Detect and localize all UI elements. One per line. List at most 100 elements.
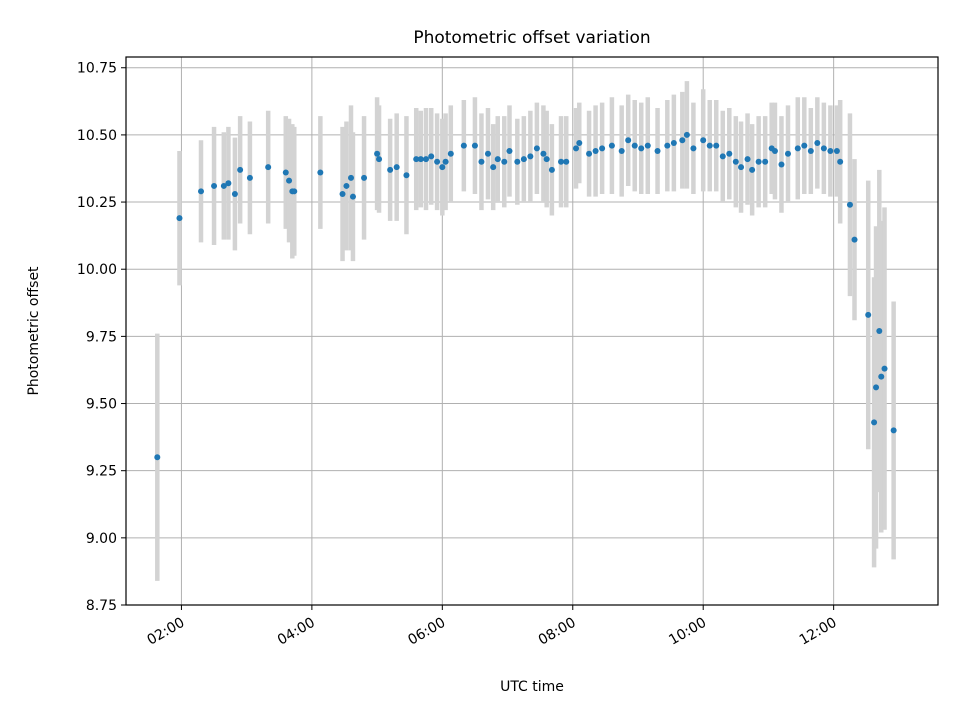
plot-area-frame	[125, 56, 939, 606]
data-point	[644, 142, 651, 149]
data-point	[246, 174, 253, 181]
data-point	[631, 142, 638, 149]
y-tick-label: 9.25	[86, 464, 117, 480]
data-point	[176, 215, 183, 222]
y-tick-label: 10.00	[77, 262, 117, 278]
data-point	[618, 148, 625, 155]
data-point	[447, 150, 454, 157]
data-point	[265, 164, 272, 171]
data-point	[540, 150, 547, 157]
data-point	[361, 174, 368, 181]
data-point	[471, 142, 478, 149]
data-point	[670, 139, 677, 146]
data-point	[664, 142, 671, 149]
data-point	[744, 156, 751, 163]
data-point	[442, 158, 449, 165]
data-point	[478, 158, 485, 165]
data-point	[599, 145, 606, 152]
data-point	[413, 156, 420, 163]
y-tick-label: 10.25	[77, 195, 117, 211]
data-point	[198, 188, 205, 195]
data-point	[732, 158, 739, 165]
data-point	[490, 164, 497, 171]
data-point	[890, 427, 897, 434]
data-point	[871, 419, 878, 426]
y-tick-label: 9.50	[86, 397, 117, 413]
data-point	[374, 150, 381, 157]
data-point	[291, 188, 298, 195]
data-point	[484, 150, 491, 157]
y-tick-label: 9.75	[86, 329, 117, 345]
data-point	[225, 180, 232, 187]
data-point	[592, 148, 599, 155]
data-point	[460, 142, 467, 149]
data-point	[543, 156, 550, 163]
y-tick-label: 8.75	[86, 598, 117, 614]
data-point	[282, 169, 289, 176]
data-point	[865, 311, 872, 318]
grid	[126, 57, 938, 606]
data-point	[876, 328, 883, 334]
data-point	[514, 158, 521, 165]
data-point	[608, 142, 615, 149]
data-point	[814, 139, 821, 146]
data-point	[794, 145, 801, 152]
data-point	[778, 161, 785, 168]
data-point	[837, 158, 844, 165]
data-point	[220, 182, 227, 189]
y-axis-label: Photometric offset	[26, 266, 42, 396]
y-tick-label: 9.00	[86, 531, 117, 547]
data-point	[317, 169, 324, 176]
data-point	[348, 174, 355, 181]
data-point	[520, 156, 527, 163]
data-point	[878, 373, 885, 380]
data-point	[231, 191, 238, 197]
data-point	[527, 153, 534, 160]
data-point	[801, 142, 808, 149]
data-point	[387, 166, 394, 173]
data-point	[771, 148, 778, 155]
data-point	[494, 156, 501, 163]
data-point	[576, 139, 583, 146]
data-point	[881, 365, 888, 372]
data-point	[683, 131, 690, 138]
data-point	[679, 137, 686, 144]
x-axis-label: UTC time	[500, 679, 564, 695]
data-point	[762, 158, 769, 165]
data-point	[654, 148, 661, 155]
data-point	[719, 153, 726, 160]
data-point	[533, 145, 540, 152]
y-tick-label: 10.50	[77, 128, 117, 144]
data-point	[393, 164, 400, 171]
data-point	[827, 148, 834, 155]
data-points	[154, 131, 897, 461]
data-point	[713, 142, 720, 149]
data-point	[343, 182, 350, 189]
data-point	[439, 164, 446, 171]
data-point	[833, 148, 840, 155]
data-point	[154, 454, 161, 461]
data-point	[573, 145, 580, 152]
data-point	[286, 177, 293, 184]
data-point	[749, 166, 756, 173]
data-point	[339, 191, 346, 197]
data-point	[726, 150, 733, 157]
data-point	[807, 148, 814, 155]
data-point	[563, 158, 570, 165]
y-tick-label: 10.75	[77, 61, 117, 77]
data-point	[237, 166, 244, 173]
data-point	[625, 137, 632, 144]
data-point	[873, 384, 880, 391]
data-point	[434, 158, 441, 165]
data-point	[690, 145, 697, 152]
data-point	[349, 193, 356, 200]
data-point	[846, 201, 853, 208]
data-point	[586, 150, 593, 157]
data-point	[706, 142, 713, 149]
data-point	[403, 172, 410, 179]
data-point	[738, 164, 745, 171]
data-point	[755, 158, 762, 165]
chart-title: Photometric offset variation	[413, 28, 650, 48]
data-point	[376, 156, 383, 163]
